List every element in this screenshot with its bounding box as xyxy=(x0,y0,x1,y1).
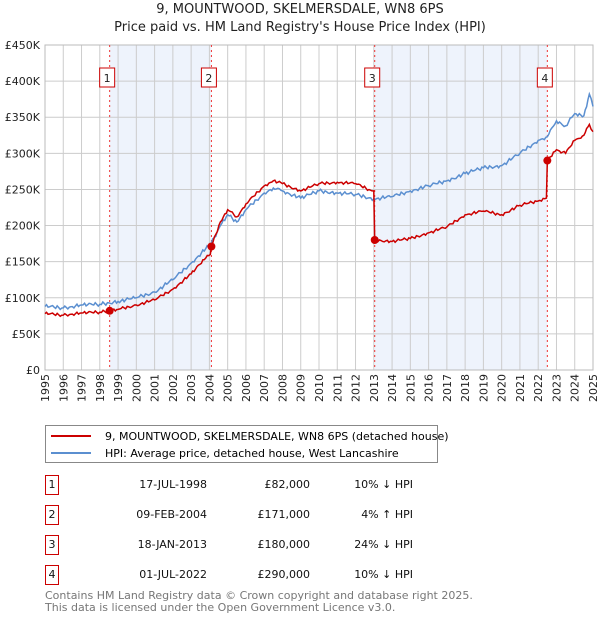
shaded-range xyxy=(109,45,212,370)
x-tick-label: 2015 xyxy=(404,374,417,402)
sale-marker-box xyxy=(99,67,116,88)
sale-point xyxy=(543,156,552,165)
legend-swatch-blue xyxy=(51,452,91,454)
series-line-hpi xyxy=(44,91,594,311)
legend-swatch-red xyxy=(51,435,91,437)
y-tick-label: £150K xyxy=(5,256,41,269)
x-tick-label: 2020 xyxy=(496,374,509,402)
sale-point xyxy=(105,306,114,315)
sale-date: 01-JUL-2022 xyxy=(139,568,207,581)
x-tick-label: 2013 xyxy=(368,374,381,402)
sale-price: £82,000 xyxy=(264,478,311,491)
legend: 9, MOUNTWOOD, SKELMERSDALE, WN8 6PS (det… xyxy=(45,425,449,463)
sale-date: 17-JUL-1998 xyxy=(139,478,207,491)
x-tick-label: 2001 xyxy=(149,374,162,402)
sale-price: £180,000 xyxy=(257,538,311,551)
footer-copyright: Contains HM Land Registry data © Crown c… xyxy=(45,589,473,602)
sale-hpi-diff: 24% ↓ HPI xyxy=(354,538,413,551)
x-tick-label: 2018 xyxy=(459,374,472,402)
sale-hpi-diff: 10% ↓ HPI xyxy=(354,568,413,581)
price-chart: 1995 1996 1997 1998 1999 2000 2001 2002 2003 2004… xyxy=(5,39,600,402)
x-tick-label: 2025 xyxy=(587,374,600,402)
x-tick-label: 2009 xyxy=(295,374,308,402)
x-tick-label: 1999 xyxy=(112,374,125,402)
sale-marker-box xyxy=(200,67,217,88)
x-tick-label: 1995 xyxy=(39,374,52,402)
sale-point xyxy=(370,236,379,244)
legend-label: HPI: Average price, detached house, West… xyxy=(105,446,399,460)
sale-price: £290,000 xyxy=(257,568,311,581)
sale-hpi-diff: 10% ↓ HPI xyxy=(354,478,413,491)
sale-point xyxy=(207,242,216,251)
legend-item-hpi: HPI: Average price, detached house, West… xyxy=(46,445,399,461)
sale-marker-box xyxy=(364,67,381,88)
y-tick-label: £200K xyxy=(5,220,41,233)
shaded-range xyxy=(374,45,548,370)
x-tick-label: 2006 xyxy=(240,374,253,402)
sale-date: 18-JAN-2013 xyxy=(137,538,207,551)
sale-number: 3 xyxy=(45,535,59,555)
sale-row: 3 18-JAN-2013 £180,000 24% ↓ HPI xyxy=(45,535,445,555)
x-tick-label: 2022 xyxy=(532,374,545,402)
x-tick-label: 2010 xyxy=(313,374,326,402)
sale-price: £171,000 xyxy=(257,508,311,521)
series-line-property xyxy=(44,122,594,318)
sale-row: 1 17-JUL-1998 £82,000 10% ↓ HPI xyxy=(45,475,445,495)
sale-marker-number: 2 xyxy=(205,72,212,85)
sale-marker-box xyxy=(536,67,553,88)
legend-item-property: 9, MOUNTWOOD, SKELMERSDALE, WN8 6PS (det… xyxy=(46,428,449,444)
sale-number: 1 xyxy=(45,475,59,495)
x-tick-label: 2005 xyxy=(222,374,235,402)
y-tick-label: £100K xyxy=(5,292,41,305)
x-tick-label: 2023 xyxy=(550,374,563,402)
y-tick-label: £250K xyxy=(5,183,41,196)
sale-marker-number: 4 xyxy=(541,72,548,85)
x-tick-label: 2002 xyxy=(167,374,180,402)
y-tick-label: £300K xyxy=(5,147,41,160)
y-tick-label: £400K xyxy=(5,75,41,88)
chart-subtitle: Price paid vs. HM Land Registry's House … xyxy=(114,20,486,35)
plot-border xyxy=(44,44,594,371)
sale-row: 4 01-JUL-2022 £290,000 10% ↓ HPI xyxy=(45,565,445,585)
sale-row: 2 09-FEB-2004 £171,000 4% ↑ HPI xyxy=(45,505,445,525)
sale-marker-number: 3 xyxy=(369,72,376,85)
x-tick-label: 2000 xyxy=(130,374,143,402)
sale-marker-number: 1 xyxy=(104,72,111,85)
x-tick-label: 2014 xyxy=(386,374,399,402)
x-tick-label: 1998 xyxy=(94,374,107,402)
x-tick-label: 2021 xyxy=(514,374,527,402)
footer-licence: This data is licensed under the Open Gov… xyxy=(45,601,396,614)
x-tick-label: 2012 xyxy=(350,374,363,402)
x-tick-label: 2004 xyxy=(203,374,216,402)
y-tick-label: £450K xyxy=(5,39,41,52)
x-tick-label: 2024 xyxy=(569,374,582,402)
sale-date: 09-FEB-2004 xyxy=(136,508,207,521)
x-tick-label: 2007 xyxy=(258,374,271,402)
x-tick-label: 2003 xyxy=(185,374,198,402)
x-tick-label: 1997 xyxy=(76,374,89,402)
x-tick-label: 2008 xyxy=(276,374,289,402)
sale-number: 2 xyxy=(45,505,59,525)
sale-hpi-diff: 4% ↑ HPI xyxy=(361,508,413,521)
x-tick-label: 2019 xyxy=(477,374,490,402)
y-tick-label: £50K xyxy=(12,328,41,341)
x-tick-label: 1996 xyxy=(57,374,70,402)
x-tick-label: 2011 xyxy=(331,374,344,402)
x-tick-label: 2016 xyxy=(423,374,436,402)
chart-title: 9, MOUNTWOOD, SKELMERSDALE, WN8 6PS xyxy=(156,2,444,17)
y-tick-label: £0 xyxy=(26,364,40,377)
y-tick-label: £350K xyxy=(5,111,41,124)
legend-label: 9, MOUNTWOOD, SKELMERSDALE, WN8 6PS (det… xyxy=(105,429,449,443)
x-tick-label: 2017 xyxy=(441,374,454,402)
sale-number: 4 xyxy=(45,565,59,585)
